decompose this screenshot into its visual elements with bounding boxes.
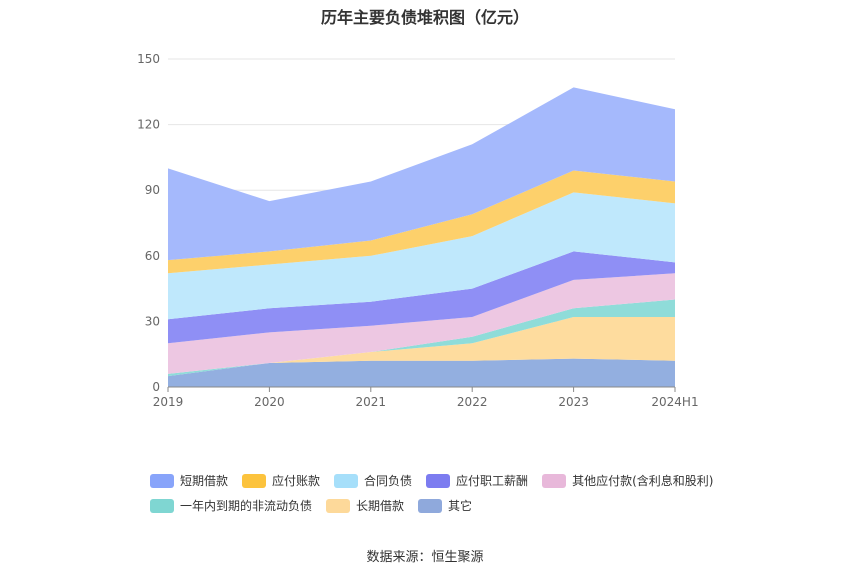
legend-label: 一年内到期的非流动负债 [180,499,313,513]
y-tick-label: 120 [137,118,160,132]
legend-label: 短期借款 [180,474,229,488]
legend-label: 应付职工薪酬 [456,474,529,488]
legend-swatch [418,498,443,513]
legend-item[interactable]: 合同负债 [334,472,412,489]
y-tick-label: 150 [137,52,160,66]
legend-item[interactable]: 一年内到期的非流动负债 [150,497,312,514]
legend-swatch [334,473,359,488]
legend-swatch [326,498,351,513]
legend-swatch [426,473,451,488]
legend-item[interactable]: 应付职工薪酬 [426,472,528,489]
legend-swatch [150,498,174,513]
legend-item[interactable]: 其它 [418,497,472,514]
legend-item[interactable]: 其他应付款(含利息和股利) [542,472,713,489]
legend-label: 其他应付款(含利息和股利) [572,474,714,488]
area-series-7[interactable] [168,87,675,261]
area-series-5[interactable] [168,192,675,320]
legend-item[interactable]: 长期借款 [326,497,404,514]
x-tick-label: 2019 [153,395,184,409]
area-series-1[interactable] [168,317,675,377]
x-tick-label: 2022 [457,395,488,409]
y-tick-label: 0 [152,380,160,394]
legend-label: 其它 [448,499,473,513]
legend-label: 合同负债 [364,474,413,488]
legend-swatch [242,473,267,488]
legend-item[interactable]: 短期借款 [150,472,228,489]
x-tick-label: 2020 [254,395,285,409]
area-series-3[interactable] [168,273,675,374]
y-tick-label: 60 [145,249,160,263]
legend-swatch [542,473,567,488]
y-tick-label: 30 [145,314,160,328]
x-tick-label: 2023 [558,395,589,409]
area-series [168,87,675,387]
axes: 0 30 60 90 120 150 2019 2020 2021 2022 2023 2024H1 [137,52,699,409]
x-tick-label: 2021 [356,395,387,409]
y-tick-label: 90 [145,183,160,197]
data-source: 数据来源：恒生聚源 [366,550,484,565]
legend-label: 长期借款 [356,499,405,513]
legend-label: 应付账款 [272,474,321,488]
x-tick-label: 2024H1 [651,395,698,409]
area-series-0[interactable] [168,358,675,387]
legend-swatch [150,473,174,488]
area-series-6[interactable] [168,170,675,274]
legend: 短期借款 应付账款 合同负债 应付职工薪酬 其他应付款(含利息和股利) 一年内到期的非流动… [150,472,770,522]
area-series-4[interactable] [168,251,675,344]
chart-title: 历年主要负债堆积图（亿元） [320,8,529,27]
stacked-area-chart: 0 30 60 90 120 150 2019 2020 2021 2022 2023 2024H1 [137,52,699,409]
area-series-2[interactable] [168,299,675,377]
legend-item[interactable]: 应付账款 [242,472,320,489]
